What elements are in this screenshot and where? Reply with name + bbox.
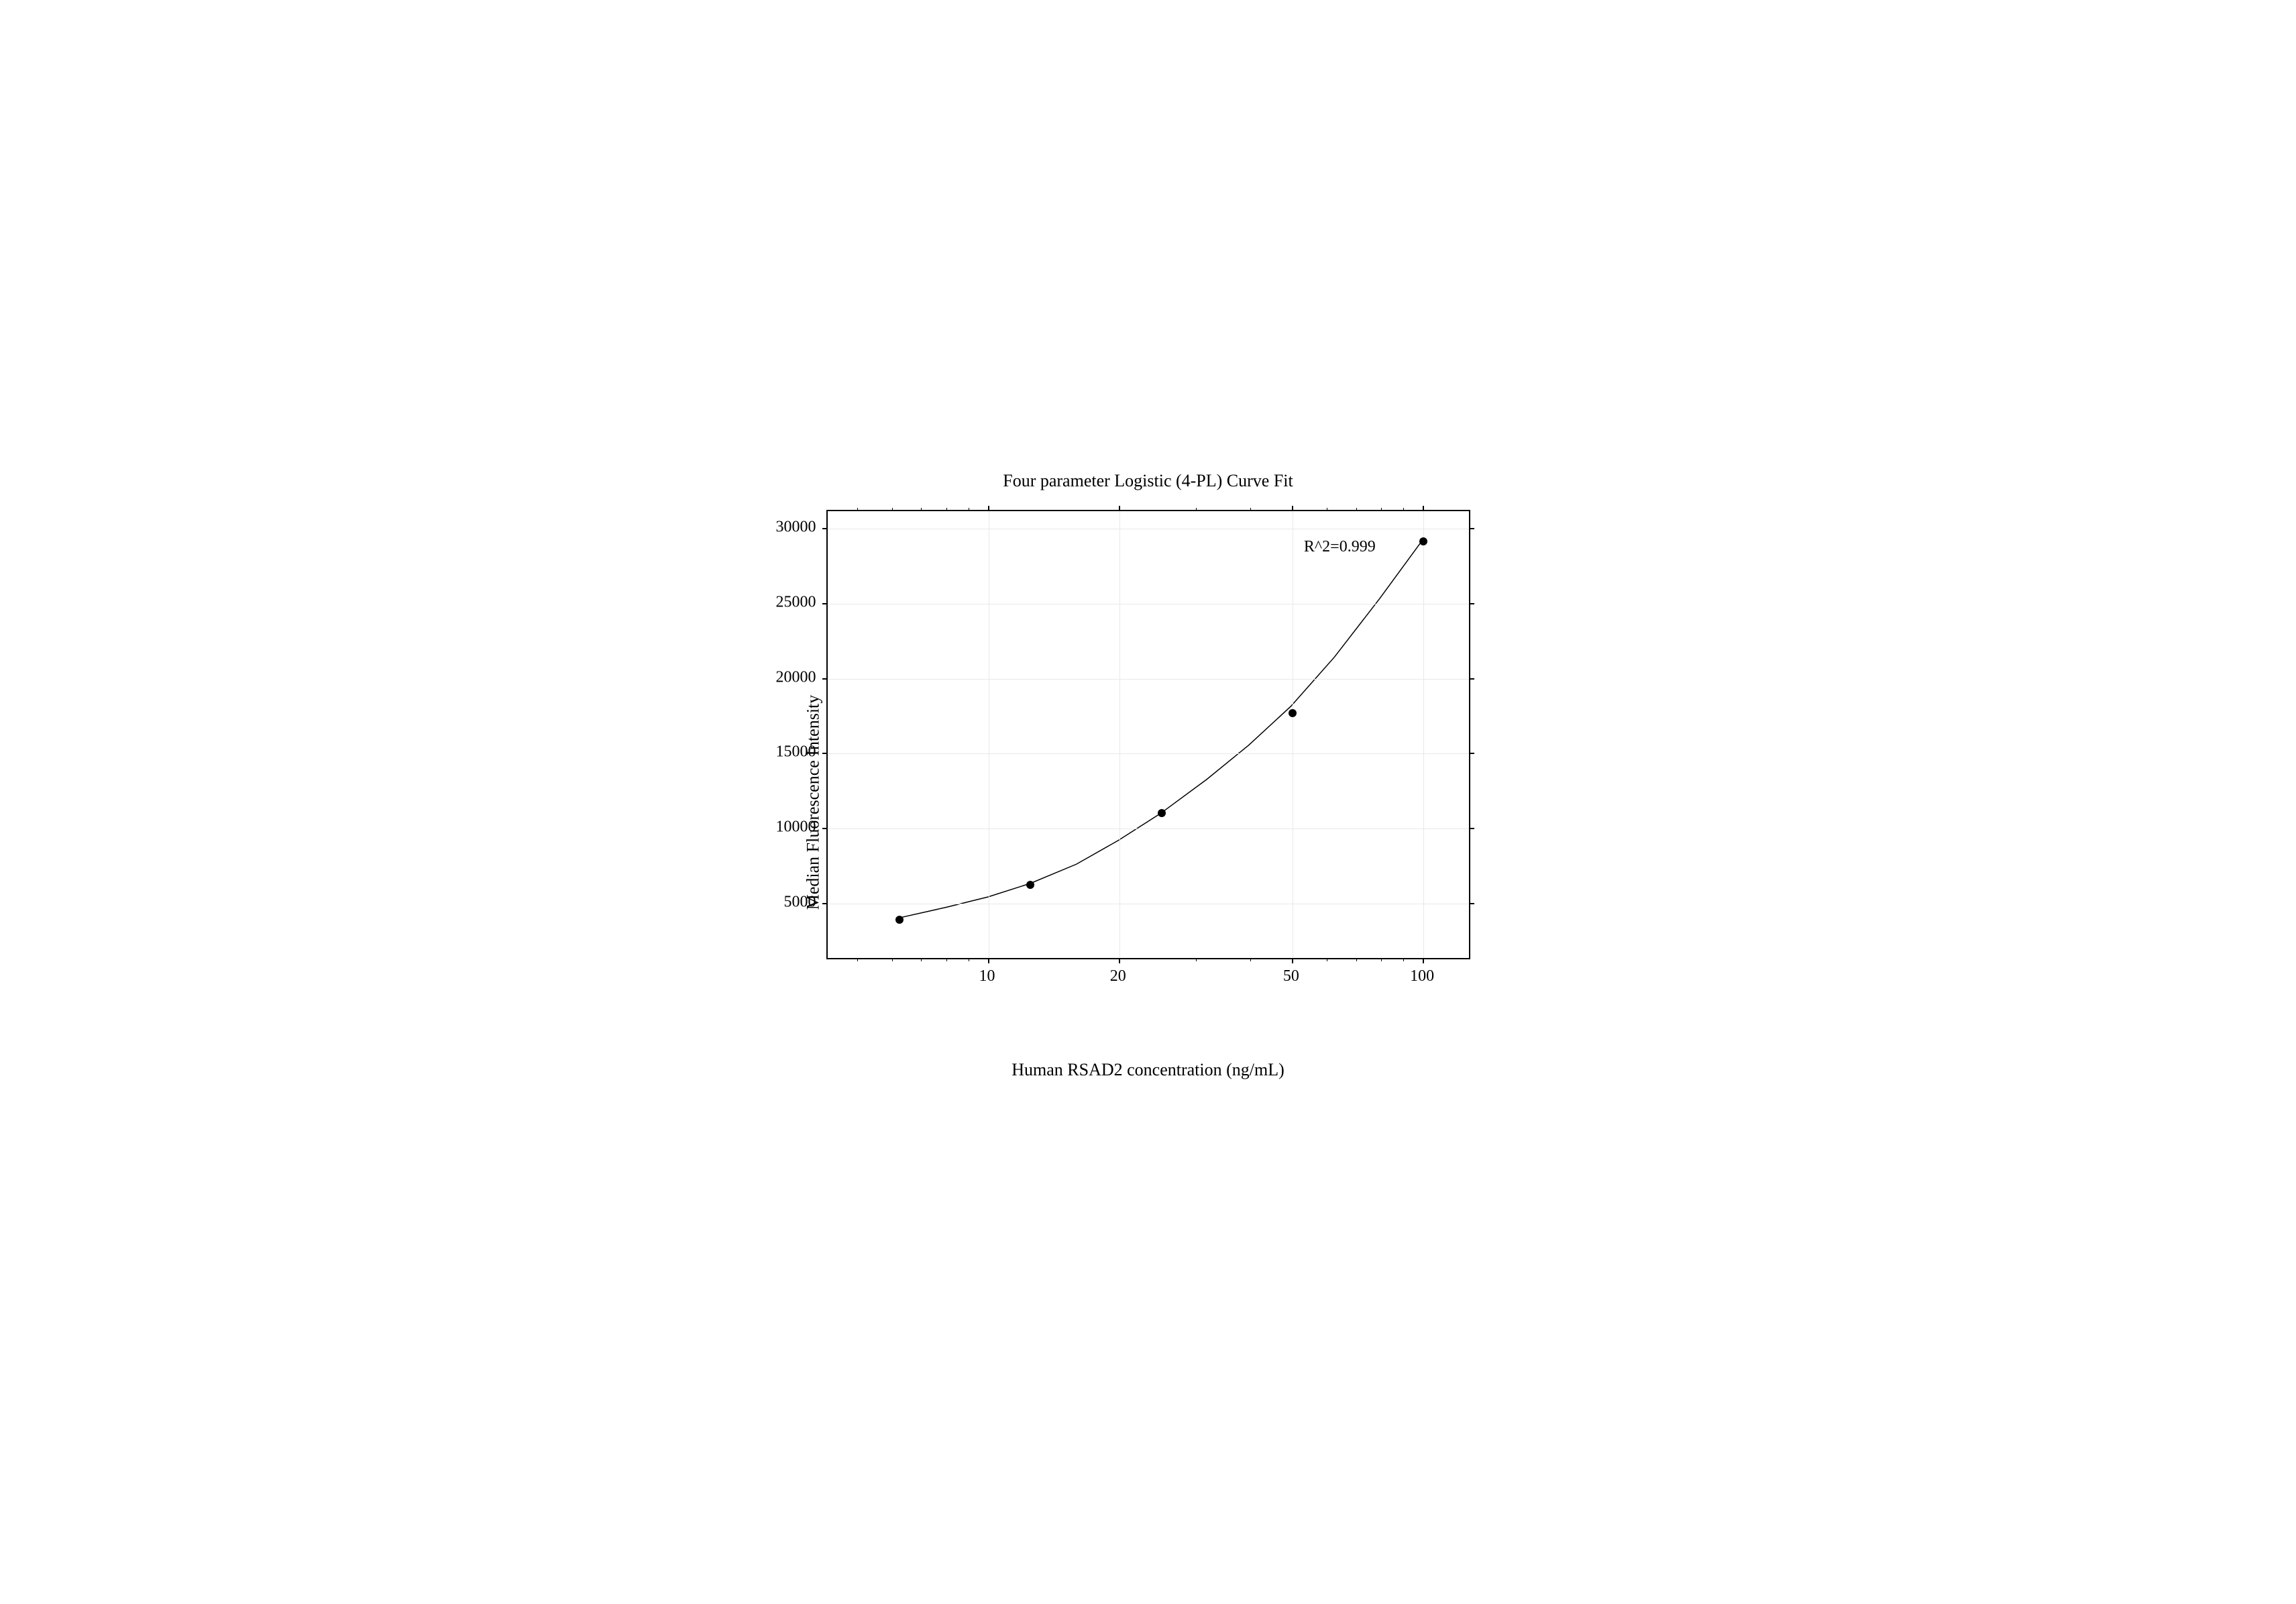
x-axis-label: Human RSAD2 concentration (ng/mL) bbox=[826, 1060, 1470, 1080]
chart-title: Four parameter Logistic (4-PL) Curve Fit bbox=[645, 471, 1651, 491]
x-minor-tick bbox=[1250, 958, 1251, 961]
x-minor-tick bbox=[1403, 508, 1404, 511]
y-tick-label: 20000 bbox=[736, 668, 816, 686]
y-tick-label: 25000 bbox=[736, 593, 816, 611]
x-minor-tick bbox=[857, 958, 858, 961]
grid-horizontal bbox=[828, 679, 1469, 680]
grid-vertical bbox=[1119, 511, 1120, 958]
x-tick-label: 20 bbox=[1110, 967, 1126, 985]
x-minor-tick bbox=[1356, 508, 1357, 511]
data-point bbox=[895, 916, 904, 924]
y-tick bbox=[1469, 528, 1474, 529]
y-tick bbox=[1469, 678, 1474, 680]
x-minor-tick bbox=[892, 958, 893, 961]
x-minor-tick bbox=[1196, 508, 1197, 511]
y-tick bbox=[1469, 753, 1474, 754]
data-point bbox=[1419, 537, 1427, 545]
x-tick bbox=[1423, 506, 1424, 511]
x-minor-tick bbox=[892, 508, 893, 511]
x-tick-label: 50 bbox=[1283, 967, 1299, 985]
y-tick bbox=[822, 828, 828, 829]
x-tick bbox=[988, 506, 989, 511]
y-tick bbox=[822, 753, 828, 754]
y-tick bbox=[822, 603, 828, 604]
data-point bbox=[1026, 881, 1034, 889]
y-tick-label: 30000 bbox=[736, 519, 816, 537]
x-minor-tick bbox=[1381, 508, 1382, 511]
y-tick-label: 5000 bbox=[736, 893, 816, 911]
chart-container: Four parameter Logistic (4-PL) Curve Fit… bbox=[645, 451, 1651, 1154]
y-tick-label: 10000 bbox=[736, 818, 816, 836]
x-tick bbox=[1423, 958, 1424, 963]
x-minor-tick bbox=[1403, 958, 1404, 961]
x-minor-tick bbox=[857, 508, 858, 511]
y-tick bbox=[822, 903, 828, 904]
x-tick-label: 10 bbox=[979, 967, 995, 985]
grid-vertical bbox=[1423, 511, 1424, 958]
x-minor-tick bbox=[946, 508, 947, 511]
data-point bbox=[1158, 809, 1166, 817]
grid-horizontal bbox=[828, 828, 1469, 829]
y-tick bbox=[822, 528, 828, 529]
y-tick bbox=[822, 678, 828, 680]
x-minor-tick bbox=[946, 958, 947, 961]
x-tick-label: 100 bbox=[1410, 967, 1434, 985]
x-tick bbox=[1292, 506, 1293, 511]
plot-area: R^2=0.999 bbox=[826, 510, 1470, 959]
x-tick bbox=[988, 958, 989, 963]
y-tick-label: 15000 bbox=[736, 743, 816, 761]
x-tick bbox=[1119, 958, 1120, 963]
x-minor-tick bbox=[921, 508, 922, 511]
grid-horizontal bbox=[828, 753, 1469, 754]
x-minor-tick bbox=[1250, 508, 1251, 511]
y-axis-label: Median Fluorescence Intensity bbox=[803, 694, 823, 910]
data-point bbox=[1289, 709, 1297, 717]
y-tick bbox=[1469, 828, 1474, 829]
x-minor-tick bbox=[921, 958, 922, 961]
x-minor-tick bbox=[1381, 958, 1382, 961]
r-squared-annotation: R^2=0.999 bbox=[1304, 538, 1376, 556]
y-tick bbox=[1469, 603, 1474, 604]
x-minor-tick bbox=[1196, 958, 1197, 961]
x-tick bbox=[1292, 958, 1293, 963]
y-tick bbox=[1469, 903, 1474, 904]
x-tick bbox=[1119, 506, 1120, 511]
fit-curve bbox=[899, 541, 1421, 918]
fit-curve-svg bbox=[828, 511, 1469, 958]
x-minor-tick bbox=[1356, 958, 1357, 961]
